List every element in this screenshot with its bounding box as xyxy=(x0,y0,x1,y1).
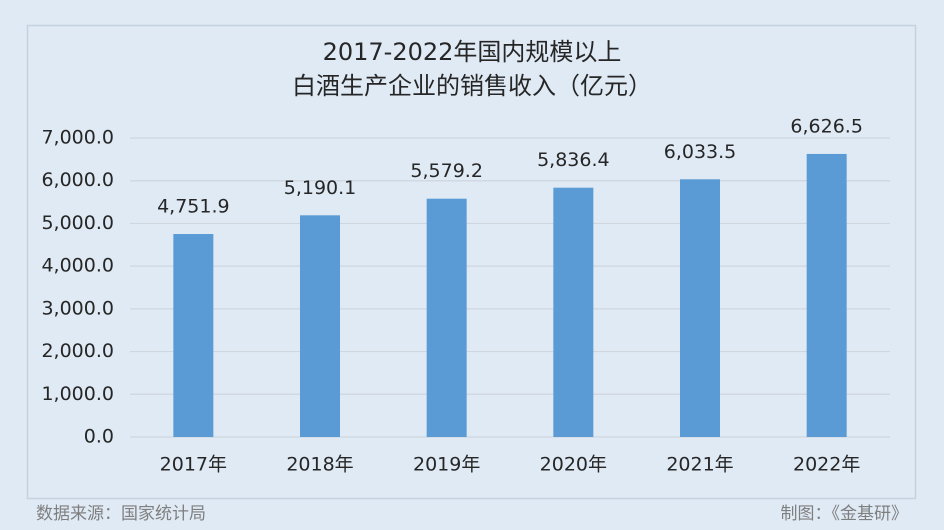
y-tick-label: 5,000.0 xyxy=(41,212,114,234)
data-label: 5,836.4 xyxy=(537,149,610,171)
chart-title: 2017-2022年国内规模以上 xyxy=(323,38,622,66)
credit-note: 制图：《金基研》 xyxy=(781,504,909,524)
source-note: 数据来源：国家统计局 xyxy=(36,504,206,524)
data-label: 4,751.9 xyxy=(157,196,230,218)
y-tick-label: 0.0 xyxy=(84,426,114,448)
bar xyxy=(426,198,467,437)
y-tick-label: 7,000.0 xyxy=(41,127,114,149)
y-tick-label: 2,000.0 xyxy=(41,340,114,362)
bar xyxy=(680,179,720,437)
y-tick-label: 3,000.0 xyxy=(41,297,114,319)
x-tick-label: 2021年 xyxy=(666,454,733,476)
x-tick-label: 2017年 xyxy=(160,454,227,476)
chart-title: 白酒生产企业的销售收入（亿元） xyxy=(292,72,652,100)
data-label: 5,190.1 xyxy=(284,177,357,199)
x-tick-label: 2018年 xyxy=(286,454,353,476)
bar xyxy=(553,187,594,437)
y-tick-label: 4,000.0 xyxy=(41,255,114,277)
y-tick-label: 6,000.0 xyxy=(41,169,114,191)
data-label: 5,579.2 xyxy=(410,160,483,182)
bar xyxy=(806,153,847,437)
bar xyxy=(173,234,214,437)
x-tick-label: 2019年 xyxy=(413,454,480,476)
data-label: 6,033.5 xyxy=(664,141,737,163)
bar xyxy=(300,215,340,437)
x-tick-label: 2022年 xyxy=(793,454,860,476)
y-tick-label: 1,000.0 xyxy=(41,383,114,405)
data-label: 6,626.5 xyxy=(790,115,863,137)
x-tick-label: 2020年 xyxy=(540,454,607,476)
